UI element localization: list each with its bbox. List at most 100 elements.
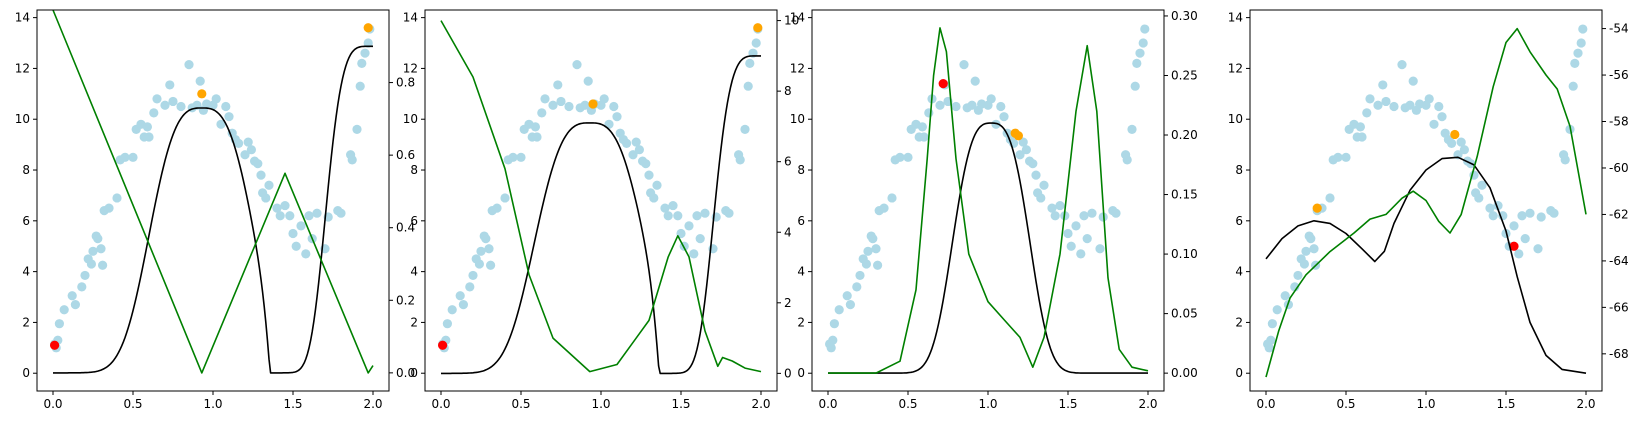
axes-frame bbox=[424, 9, 778, 392]
data-point bbox=[641, 159, 651, 169]
axes-frame bbox=[811, 9, 1165, 392]
data-point bbox=[1459, 145, 1469, 155]
green-curve bbox=[1265, 27, 1587, 378]
data-point bbox=[184, 60, 194, 70]
orange-point bbox=[1450, 129, 1460, 140]
data-point bbox=[500, 193, 510, 203]
data-point bbox=[1573, 48, 1583, 58]
data-point bbox=[128, 152, 138, 162]
x-tick-label: 1.0 bbox=[978, 397, 997, 411]
data-point bbox=[1488, 211, 1498, 221]
data-point bbox=[935, 100, 945, 110]
data-point bbox=[1050, 211, 1060, 221]
data-point bbox=[458, 300, 468, 310]
data-point bbox=[532, 132, 542, 142]
data-point bbox=[970, 76, 980, 86]
data-point bbox=[1434, 101, 1444, 112]
data-point bbox=[1429, 119, 1439, 129]
data-point bbox=[54, 319, 64, 329]
data-point bbox=[879, 203, 889, 213]
x-tick-label: 1.5 bbox=[1058, 397, 1077, 411]
y2-tick-label: 8 bbox=[784, 84, 792, 98]
y2-tick-label: -64 bbox=[1609, 254, 1629, 268]
data-point bbox=[1071, 221, 1081, 231]
data-point bbox=[67, 291, 77, 301]
orange-point bbox=[1312, 203, 1322, 213]
data-point bbox=[564, 101, 574, 112]
y-tick-label: 2 bbox=[410, 315, 418, 329]
data-point bbox=[556, 96, 566, 107]
data-point bbox=[861, 259, 872, 269]
chart-panel-2: 0.0 0.5 1.0 1.5 2.0 0 2 4 6 8 10 12 14 0 2 4 6 8 10 bbox=[403, 9, 799, 411]
y-tick-label: 10 bbox=[403, 112, 418, 126]
data-point bbox=[77, 282, 87, 292]
data-point bbox=[261, 193, 271, 203]
y2-tick-label: 4 bbox=[784, 225, 792, 239]
x-tick-label: 1.0 bbox=[203, 397, 222, 411]
data-point bbox=[1039, 180, 1049, 190]
data-point bbox=[1076, 249, 1086, 259]
data-point bbox=[149, 108, 159, 118]
data-point bbox=[234, 138, 244, 148]
y-tick-label: 4 bbox=[410, 265, 418, 279]
data-point bbox=[1079, 211, 1089, 221]
data-point bbox=[246, 145, 256, 155]
data-point bbox=[634, 145, 645, 155]
y2-tick-label: 0.4 bbox=[396, 221, 415, 235]
data-point bbox=[1111, 208, 1121, 218]
data-point bbox=[221, 101, 231, 112]
y-tick-label: 8 bbox=[1235, 163, 1243, 177]
data-point bbox=[86, 259, 96, 269]
data-point bbox=[1325, 193, 1335, 203]
data-point bbox=[580, 100, 590, 110]
data-point bbox=[104, 203, 114, 213]
axes-frame bbox=[36, 9, 390, 392]
data-point bbox=[951, 101, 961, 112]
x-tick-label: 1.0 bbox=[591, 397, 610, 411]
data-point bbox=[1525, 208, 1535, 218]
data-point bbox=[1066, 241, 1076, 251]
data-point bbox=[842, 291, 852, 301]
data-point bbox=[700, 208, 710, 218]
y-tick-label: 6 bbox=[1235, 214, 1243, 228]
x-tick-label: 0.0 bbox=[431, 397, 450, 411]
data-point bbox=[484, 244, 494, 254]
data-point bbox=[1381, 96, 1391, 107]
y-tick-label: 6 bbox=[797, 214, 805, 228]
y2-tick-label: -62 bbox=[1609, 207, 1629, 221]
data-point bbox=[1264, 343, 1274, 353]
data-point bbox=[644, 170, 654, 180]
y-tick-label: 14 bbox=[790, 11, 805, 25]
data-point bbox=[1280, 291, 1290, 301]
black-curve bbox=[441, 55, 761, 375]
data-point bbox=[93, 234, 103, 244]
data-point bbox=[1021, 145, 1031, 155]
data-point bbox=[1266, 335, 1276, 345]
data-point bbox=[845, 300, 856, 310]
red-point bbox=[938, 79, 948, 89]
y-tick-label: 12 bbox=[403, 61, 418, 75]
data-point bbox=[243, 137, 253, 147]
y2-tick-label: 0.10 bbox=[1171, 247, 1198, 261]
data-point bbox=[868, 234, 878, 244]
data-point bbox=[751, 38, 761, 48]
y-tick-label: 12 bbox=[790, 61, 805, 75]
data-point bbox=[1095, 244, 1105, 254]
data-point bbox=[447, 305, 457, 315]
data-point bbox=[1447, 138, 1457, 148]
y2-tick-label: -58 bbox=[1609, 115, 1629, 129]
y2-tick-label: -56 bbox=[1609, 68, 1629, 82]
data-point bbox=[1408, 76, 1418, 86]
black-curve bbox=[53, 45, 373, 374]
data-point bbox=[1333, 152, 1343, 162]
data-point bbox=[1132, 58, 1142, 68]
data-point bbox=[216, 119, 226, 129]
green-curve bbox=[440, 20, 762, 373]
data-point bbox=[735, 155, 745, 165]
data-point bbox=[455, 291, 465, 301]
data-point bbox=[492, 203, 502, 213]
y2-tick-label: 0.0 bbox=[396, 366, 415, 380]
data-point bbox=[253, 159, 263, 169]
orange-point bbox=[1013, 131, 1024, 141]
data-point bbox=[1018, 137, 1028, 147]
